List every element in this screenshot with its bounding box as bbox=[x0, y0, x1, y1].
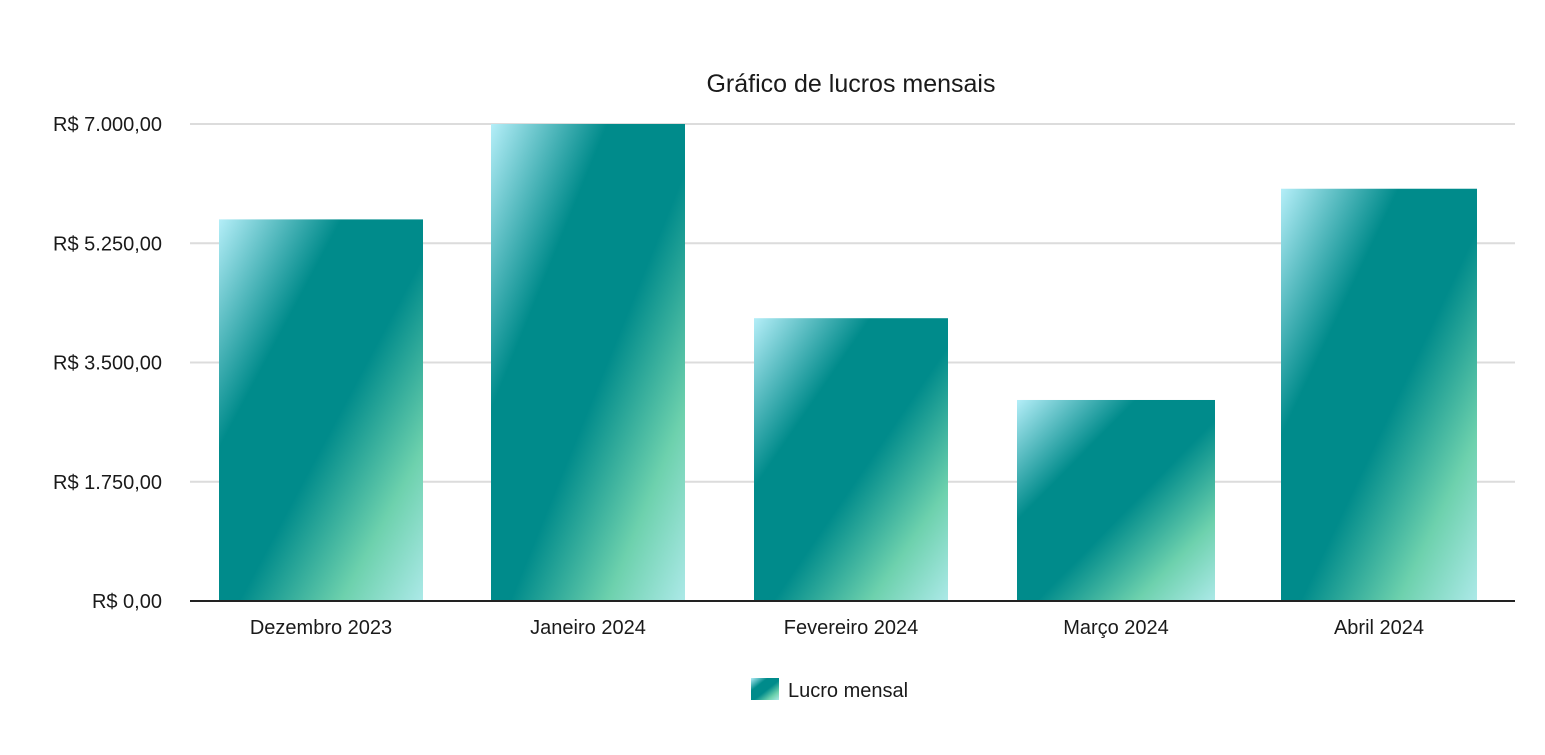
y-tick-label: R$ 3.500,00 bbox=[53, 353, 162, 375]
x-tick-label: Março 2024 bbox=[1063, 617, 1169, 639]
y-tick-label: R$ 0,00 bbox=[92, 591, 162, 613]
y-axis-tick-labels: R$ 0,00 R$ 1.750,00 R$ 3.500,00 R$ 5.250,00… bbox=[53, 114, 162, 613]
bars bbox=[219, 124, 1477, 601]
bar bbox=[754, 318, 948, 601]
chart-title: Gráfico de lucros mensais bbox=[706, 70, 995, 98]
x-tick-label: Janeiro 2024 bbox=[530, 617, 646, 639]
bar bbox=[491, 124, 685, 601]
x-tick-label: Dezembro 2023 bbox=[250, 617, 392, 639]
bar bbox=[1017, 399, 1215, 601]
y-tick-label: R$ 5.250,00 bbox=[53, 233, 162, 255]
bar bbox=[1281, 188, 1477, 601]
legend-swatch bbox=[751, 678, 779, 700]
x-tick-label: Fevereiro 2024 bbox=[784, 617, 919, 639]
legend-label: Lucro mensal bbox=[788, 680, 908, 702]
legend: Lucro mensal bbox=[751, 678, 908, 702]
y-tick-label: R$ 7.000,00 bbox=[53, 114, 162, 136]
x-axis-tick-labels: Dezembro 2023 Janeiro 2024 Fevereiro 2024 M… bbox=[250, 617, 1424, 639]
bar bbox=[219, 219, 423, 601]
x-tick-label: Abril 2024 bbox=[1334, 617, 1424, 639]
y-tick-label: R$ 1.750,00 bbox=[53, 472, 162, 494]
